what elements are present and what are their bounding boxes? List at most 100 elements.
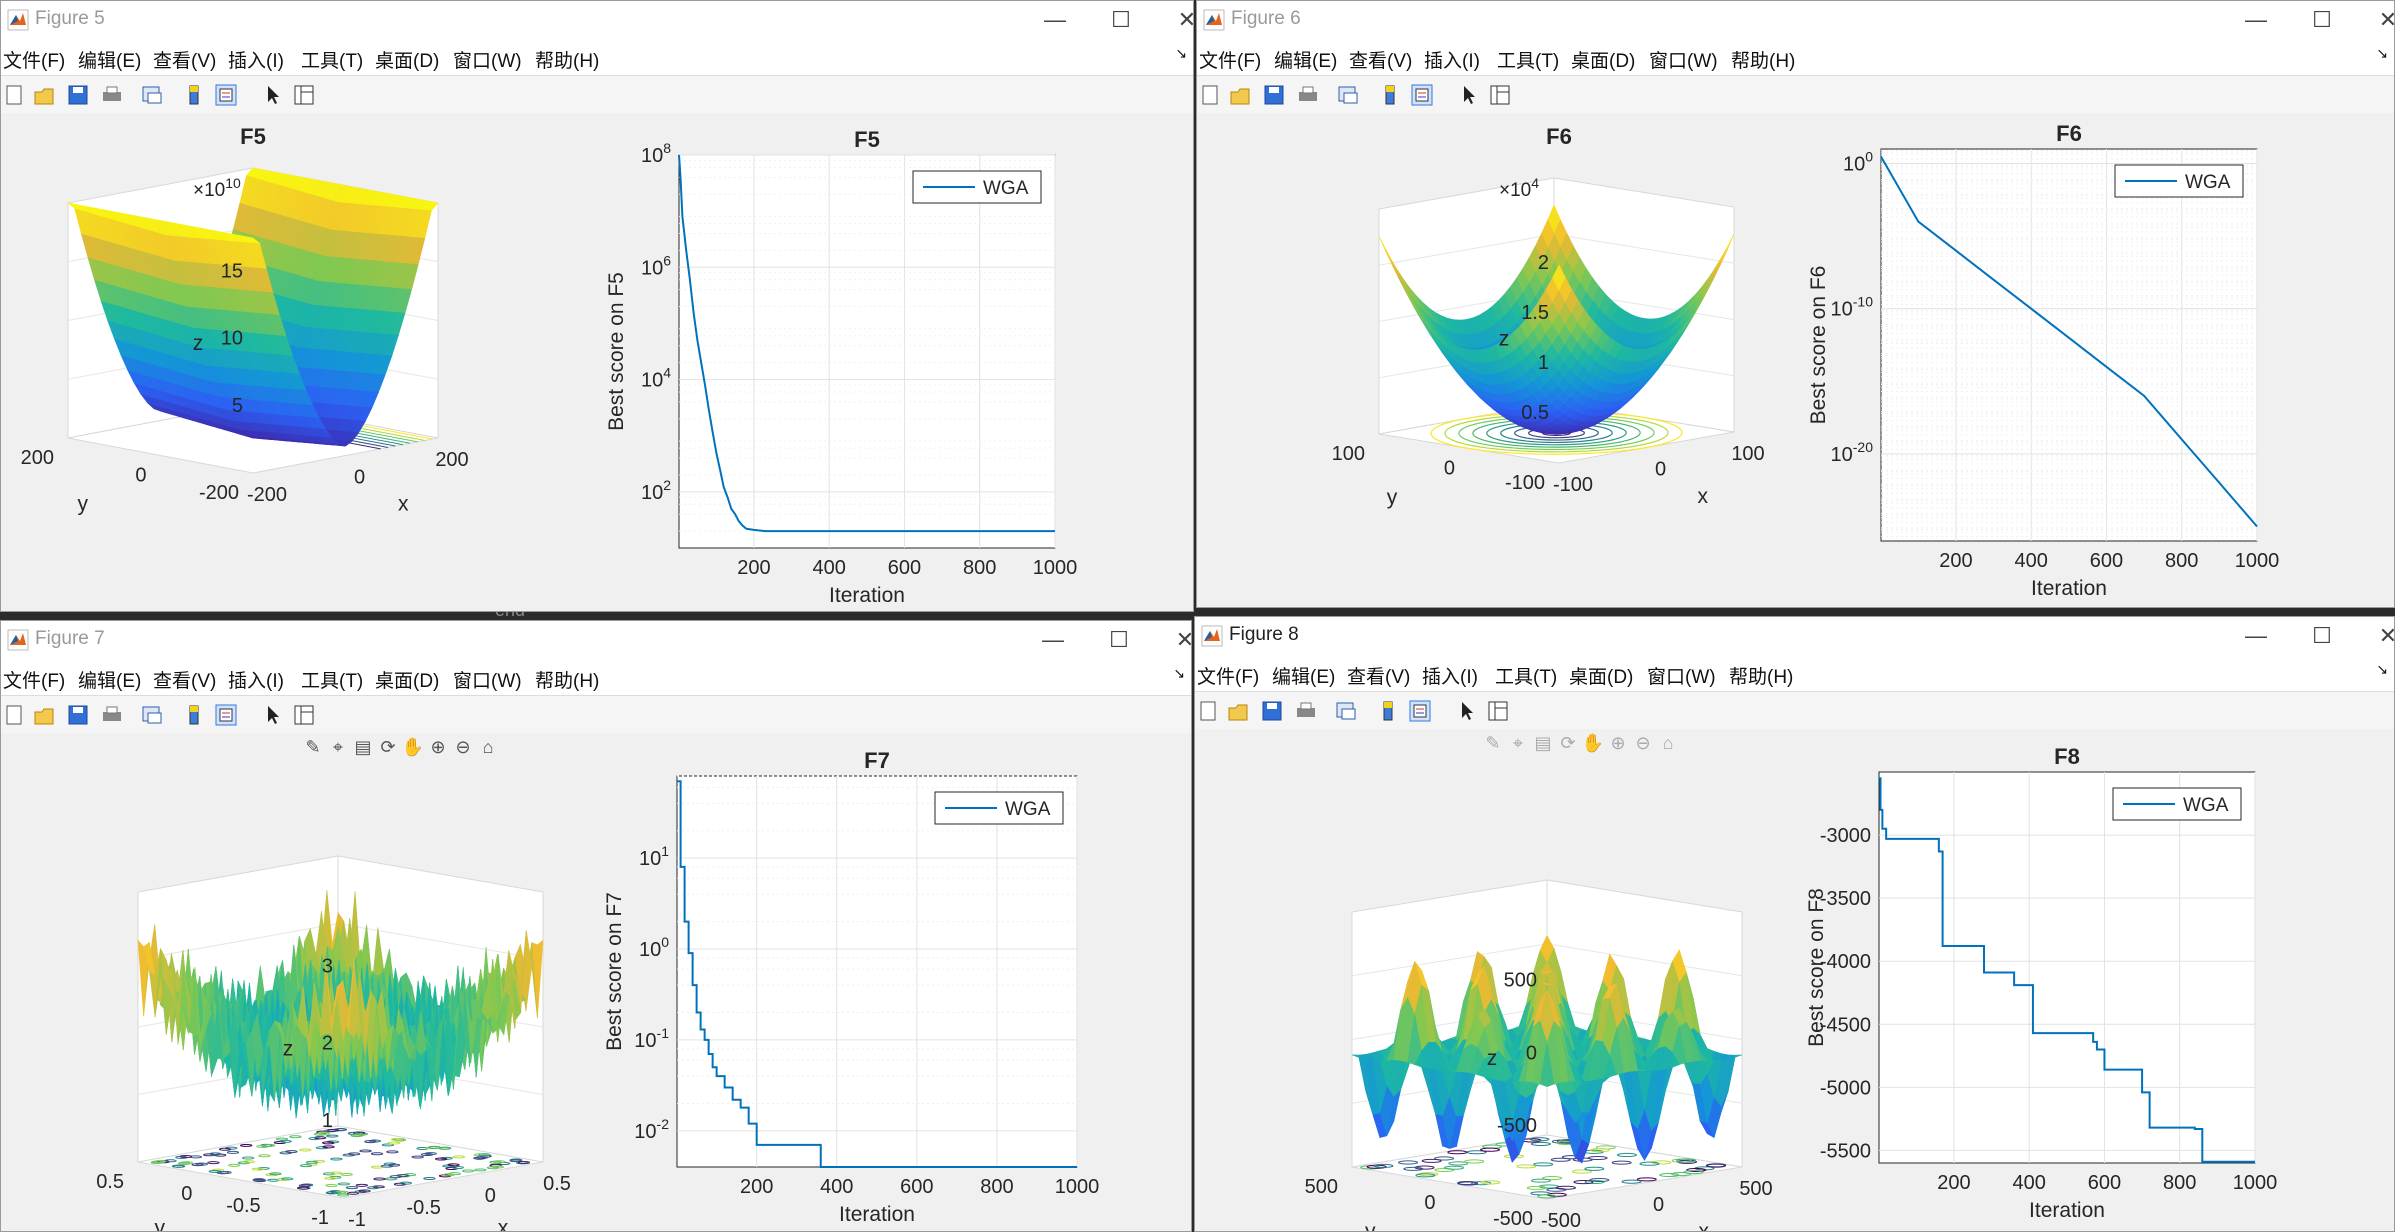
menu-item[interactable]: 插入(I)	[228, 671, 284, 692]
zoom-in-icon[interactable]: ⊕	[430, 737, 445, 757]
maximize-button[interactable]: ☐	[2312, 623, 2332, 648]
legend-box[interactable]	[2112, 787, 2242, 821]
minimize-button[interactable]: —	[2245, 7, 2267, 32]
save-icon[interactable]	[1261, 700, 1283, 722]
title-bar[interactable]: Figure 6 — ☐ ✕	[1197, 1, 2394, 39]
print-icon[interactable]	[101, 704, 123, 726]
menu-item[interactable]: 帮助(H)	[1729, 667, 1794, 688]
legend-icon[interactable]	[1411, 84, 1433, 106]
menu-item[interactable]: 插入(I)	[228, 51, 284, 72]
new-figure-icon[interactable]	[3, 84, 25, 106]
link-plot-icon[interactable]	[141, 704, 163, 726]
title-bar[interactable]: Figure 8 — ☐ ✕	[1195, 617, 2394, 655]
menu-item[interactable]: 文件(F)	[3, 51, 66, 72]
figure-canvas[interactable]: 0.5 1 1.5 2 -100 0 100 -100 0 100 x y z F6 ×104 200 400 6…	[1197, 113, 2394, 607]
open-file-icon[interactable]	[1227, 700, 1249, 722]
restore-view-icon[interactable]: ⟳	[1560, 733, 1575, 753]
dock-arrow-icon[interactable]: ↘	[2376, 661, 2388, 677]
menu-item[interactable]: 帮助(H)	[535, 671, 600, 692]
figure-canvas[interactable]: 1 2 3 -1 -0.5 0 0.5 -1 -0.5 0 0.5 x y z 200 400 600 800 10…	[1, 733, 1191, 1231]
print-icon[interactable]	[1295, 700, 1317, 722]
menu-item[interactable]: 编辑(E)	[78, 51, 142, 72]
new-figure-icon[interactable]	[3, 704, 25, 726]
new-figure-icon[interactable]	[1199, 84, 1221, 106]
edit-plot-arrow-icon[interactable]	[1459, 84, 1481, 106]
menu-item[interactable]: 桌面(D)	[375, 671, 440, 692]
close-button[interactable]: ✕	[1163, 623, 1191, 657]
menu-item[interactable]: 工具(T)	[301, 51, 364, 72]
edit-plot-arrow-icon[interactable]	[263, 84, 285, 106]
colorbar-icon[interactable]	[1377, 700, 1399, 722]
menu-item[interactable]: 插入(I)	[1422, 667, 1478, 688]
close-button[interactable]: ✕	[2366, 3, 2394, 37]
maximize-button[interactable]: ☐	[1109, 627, 1129, 652]
property-inspector-icon[interactable]	[293, 84, 315, 106]
colorbar-icon[interactable]	[183, 704, 205, 726]
legend-icon[interactable]	[215, 704, 237, 726]
brush-icon[interactable]: ✎	[305, 737, 320, 757]
edit-plot-arrow-icon[interactable]	[263, 704, 285, 726]
open-file-icon[interactable]	[33, 704, 55, 726]
menu-item[interactable]: 查看(V)	[1349, 51, 1413, 72]
zoom-out-icon[interactable]: ⊖	[455, 737, 470, 757]
pan-icon[interactable]: ✋	[402, 736, 424, 757]
legend-icon[interactable]	[215, 84, 237, 106]
dock-arrow-icon[interactable]: ↘	[1175, 45, 1187, 61]
property-inspector-icon[interactable]	[1487, 700, 1509, 722]
open-file-icon[interactable]	[1229, 84, 1251, 106]
menu-item[interactable]: 查看(V)	[153, 51, 217, 72]
figure-canvas[interactable]: 5 10 15 -200 0 200 -200 0 200 x y z F5 ×1010 200 400 600…	[1, 113, 1193, 611]
link-plot-icon[interactable]	[1337, 84, 1359, 106]
menu-item[interactable]: 工具(T)	[301, 671, 364, 692]
close-button[interactable]: ✕	[1165, 3, 1193, 37]
dock-arrow-icon[interactable]: ↘	[2376, 45, 2388, 61]
property-inspector-icon[interactable]	[1489, 84, 1511, 106]
figure-canvas[interactable]: -500 0 500 -500 0 500 -500 0 500 x y z 200 400 600 800 1…	[1195, 729, 2394, 1231]
minimize-button[interactable]: —	[1042, 627, 1064, 652]
save-icon[interactable]	[67, 704, 89, 726]
menu-item[interactable]: 桌面(D)	[1571, 51, 1636, 72]
save-icon[interactable]	[1263, 84, 1285, 106]
zoom-in-icon[interactable]: ⊕	[1610, 733, 1625, 753]
menu-item[interactable]: 查看(V)	[1347, 667, 1411, 688]
maximize-button[interactable]: ☐	[1111, 7, 1131, 32]
home-icon[interactable]: ⌂	[1663, 733, 1674, 753]
maximize-button[interactable]: ☐	[2312, 7, 2332, 32]
menu-item[interactable]: 窗口(W)	[453, 671, 522, 692]
pan-icon[interactable]: ✋	[1582, 732, 1604, 753]
title-bar[interactable]: Figure 7 — ☐ ✕	[1, 621, 1191, 659]
new-figure-icon[interactable]	[1197, 700, 1219, 722]
open-file-icon[interactable]	[33, 84, 55, 106]
link-plot-icon[interactable]	[141, 84, 163, 106]
link-plot-icon[interactable]	[1335, 700, 1357, 722]
menu-item[interactable]: 窗口(W)	[1649, 51, 1718, 72]
menu-item[interactable]: 窗口(W)	[453, 51, 522, 72]
menu-item[interactable]: 编辑(E)	[1272, 667, 1336, 688]
menu-item[interactable]: 文件(F)	[3, 671, 66, 692]
rotate-icon[interactable]: ▤	[354, 737, 371, 757]
brush-icon[interactable]: ✎	[1485, 733, 1500, 753]
menu-item[interactable]: 编辑(E)	[78, 671, 142, 692]
close-button[interactable]: ✕	[2366, 619, 2394, 653]
print-icon[interactable]	[1297, 84, 1319, 106]
title-bar[interactable]: Figure 5 — ☐ ✕	[1, 1, 1193, 39]
menu-item[interactable]: 工具(T)	[1497, 51, 1560, 72]
colorbar-icon[interactable]	[1379, 84, 1401, 106]
minimize-button[interactable]: —	[1044, 7, 1066, 32]
rotate-icon[interactable]: ▤	[1534, 733, 1551, 753]
colorbar-icon[interactable]	[183, 84, 205, 106]
menu-item[interactable]: 文件(F)	[1197, 667, 1260, 688]
dock-arrow-icon[interactable]: ↘	[1173, 665, 1185, 681]
menu-item[interactable]: 工具(T)	[1495, 667, 1558, 688]
save-icon[interactable]	[67, 84, 89, 106]
menu-item[interactable]: 窗口(W)	[1647, 667, 1716, 688]
property-inspector-icon[interactable]	[293, 704, 315, 726]
minimize-button[interactable]: —	[2245, 623, 2267, 648]
menu-item[interactable]: 查看(V)	[153, 671, 217, 692]
menu-item[interactable]: 编辑(E)	[1274, 51, 1338, 72]
edit-plot-arrow-icon[interactable]	[1457, 700, 1479, 722]
print-icon[interactable]	[101, 84, 123, 106]
zoom-out-icon[interactable]: ⊖	[1635, 733, 1650, 753]
restore-view-icon[interactable]: ⟳	[380, 737, 395, 757]
menu-item[interactable]: 插入(I)	[1424, 51, 1480, 72]
